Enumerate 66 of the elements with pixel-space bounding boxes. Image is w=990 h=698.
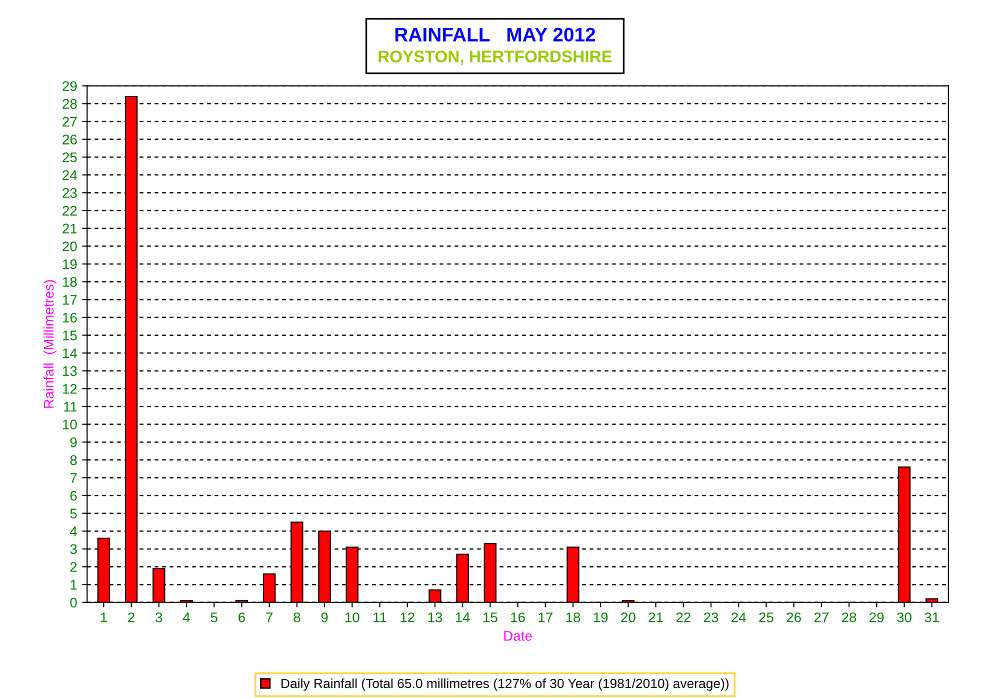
x-tick-label: 13 xyxy=(428,612,442,622)
x-tick-label: 22 xyxy=(676,612,690,622)
x-tick-label: 5 xyxy=(210,612,218,622)
x-tick-label: 24 xyxy=(732,612,746,622)
y-tick-label: 25 xyxy=(62,152,77,162)
y-tick-label: 28 xyxy=(62,99,77,109)
x-tick-label: 17 xyxy=(538,612,552,622)
x-axis-title: Date xyxy=(504,631,532,641)
legend-label: Daily Rainfall (Total 65.0 millimetres (127% of 30 Year (1981/2010) average)) xyxy=(282,678,729,691)
y-tick-label: 11 xyxy=(64,402,77,412)
x-tick-label: 9 xyxy=(321,612,328,622)
x-tick-label: 18 xyxy=(566,612,580,622)
y-tick-label: 1 xyxy=(70,580,77,590)
y-tick-label: 16 xyxy=(63,312,77,323)
x-tick-label: 1 xyxy=(100,612,107,622)
x-tick-label: 20 xyxy=(621,612,636,622)
x-tick-label: 15 xyxy=(484,612,498,622)
x-tick-label: 25 xyxy=(759,612,774,622)
x-tick-label: 23 xyxy=(704,612,718,622)
y-tick-label: 14 xyxy=(63,348,77,358)
x-tick-label: 10 xyxy=(345,612,360,622)
y-tick-label: 27 xyxy=(62,116,77,127)
y-tick-label: 6 xyxy=(70,490,77,501)
x-tick-label: 27 xyxy=(814,612,828,622)
x-tick-label: 21 xyxy=(648,612,663,622)
x-tick-label: 19 xyxy=(594,612,608,622)
y-tick-label: 10 xyxy=(63,420,77,430)
y-tick-label: 4 xyxy=(70,526,77,536)
chart-subtitle: ROYSTON, HERTFORDSHIRE xyxy=(378,50,612,65)
y-tick-label: 13 xyxy=(63,366,77,376)
y-tick-label: 8 xyxy=(70,455,77,466)
x-tick-label: 3 xyxy=(156,612,162,622)
y-tick-label: 7 xyxy=(70,473,77,483)
y-tick-label: 2 xyxy=(70,562,77,572)
x-tick-label: 28 xyxy=(842,612,856,622)
chart-title: RAINFALL MAY 2012 xyxy=(395,28,596,42)
x-tick-label: 8 xyxy=(294,612,300,622)
x-tick-label: 14 xyxy=(456,612,470,622)
x-tick-label: 12 xyxy=(400,612,414,622)
y-tick-label: 18 xyxy=(63,277,77,287)
y-tick-label: 24 xyxy=(62,170,77,180)
x-tick-label: 26 xyxy=(786,612,801,622)
y-tick-label: 22 xyxy=(62,206,77,216)
x-tick-label: 7 xyxy=(266,612,272,622)
x-tick-label: 16 xyxy=(511,612,525,622)
y-tick-label: 20 xyxy=(62,241,77,252)
y-tick-label: 5 xyxy=(70,508,77,518)
y-tick-label: 15 xyxy=(63,330,77,340)
y-tick-label: 21 xyxy=(62,224,77,234)
y-tick-label: 29 xyxy=(62,81,77,92)
y-tick-label: 3 xyxy=(70,544,77,554)
x-tick-label: 29 xyxy=(870,612,884,622)
y-tick-label: 12 xyxy=(63,384,77,394)
x-tick-label: 31 xyxy=(924,612,939,622)
x-tick-label: 30 xyxy=(897,612,912,622)
y-tick-label: 19 xyxy=(63,259,77,270)
x-tick-label: 6 xyxy=(238,612,245,622)
x-tick-label: 4 xyxy=(182,612,190,622)
x-tick-label: 11 xyxy=(374,612,386,622)
y-tick-label: 23 xyxy=(62,188,77,198)
y-axis-title: Rainfall (Millimetres) xyxy=(43,280,56,408)
y-tick-label: 9 xyxy=(70,437,77,448)
x-tick-label: 2 xyxy=(128,612,134,622)
y-tick-label: 17 xyxy=(63,295,77,305)
y-tick-label: 26 xyxy=(62,134,77,144)
y-tick-label: 0 xyxy=(70,598,77,608)
